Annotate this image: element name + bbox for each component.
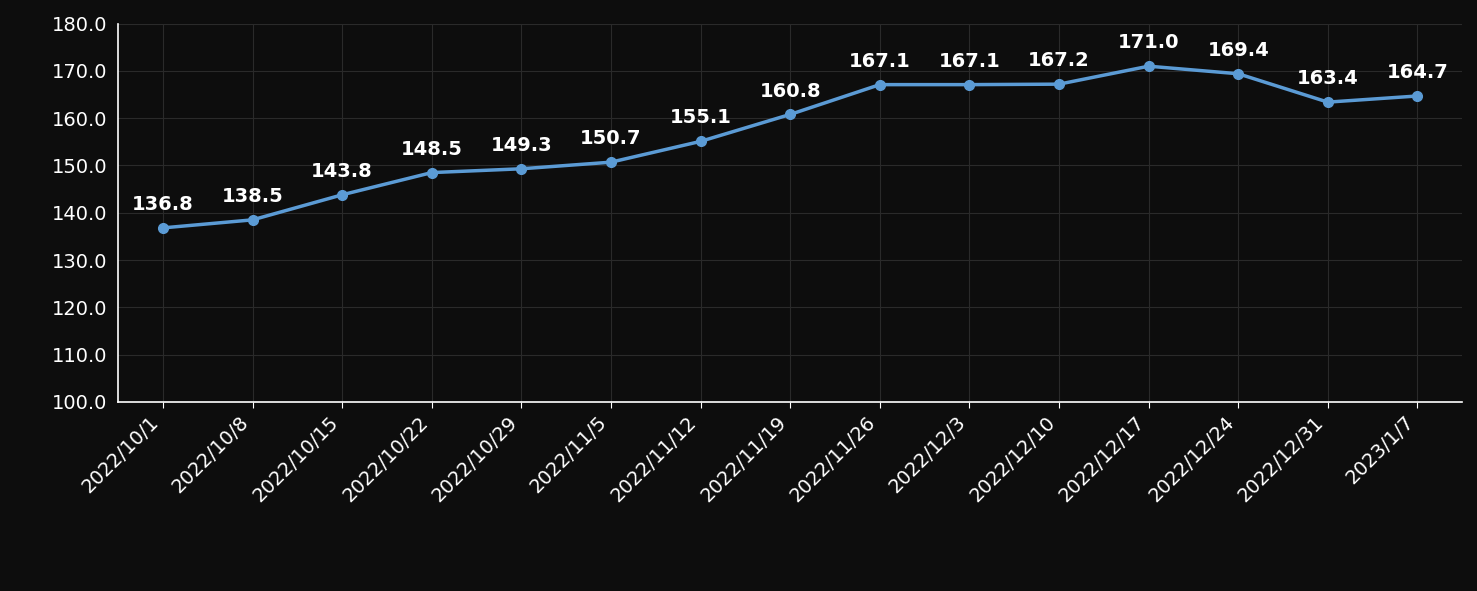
Text: 143.8: 143.8 [312,162,374,181]
Text: 164.7: 164.7 [1387,63,1449,82]
Text: 160.8: 160.8 [759,82,821,100]
Text: 150.7: 150.7 [580,129,641,148]
Text: 136.8: 136.8 [131,195,193,214]
Text: 171.0: 171.0 [1118,33,1179,52]
Text: 167.1: 167.1 [938,52,1000,71]
Text: 138.5: 138.5 [222,187,284,206]
Text: 155.1: 155.1 [669,109,731,128]
Text: 149.3: 149.3 [490,136,552,155]
Text: 167.1: 167.1 [849,52,911,71]
Text: 169.4: 169.4 [1207,41,1269,60]
Text: 167.2: 167.2 [1028,51,1090,70]
Text: 163.4: 163.4 [1297,69,1359,88]
Text: 148.5: 148.5 [400,139,462,158]
